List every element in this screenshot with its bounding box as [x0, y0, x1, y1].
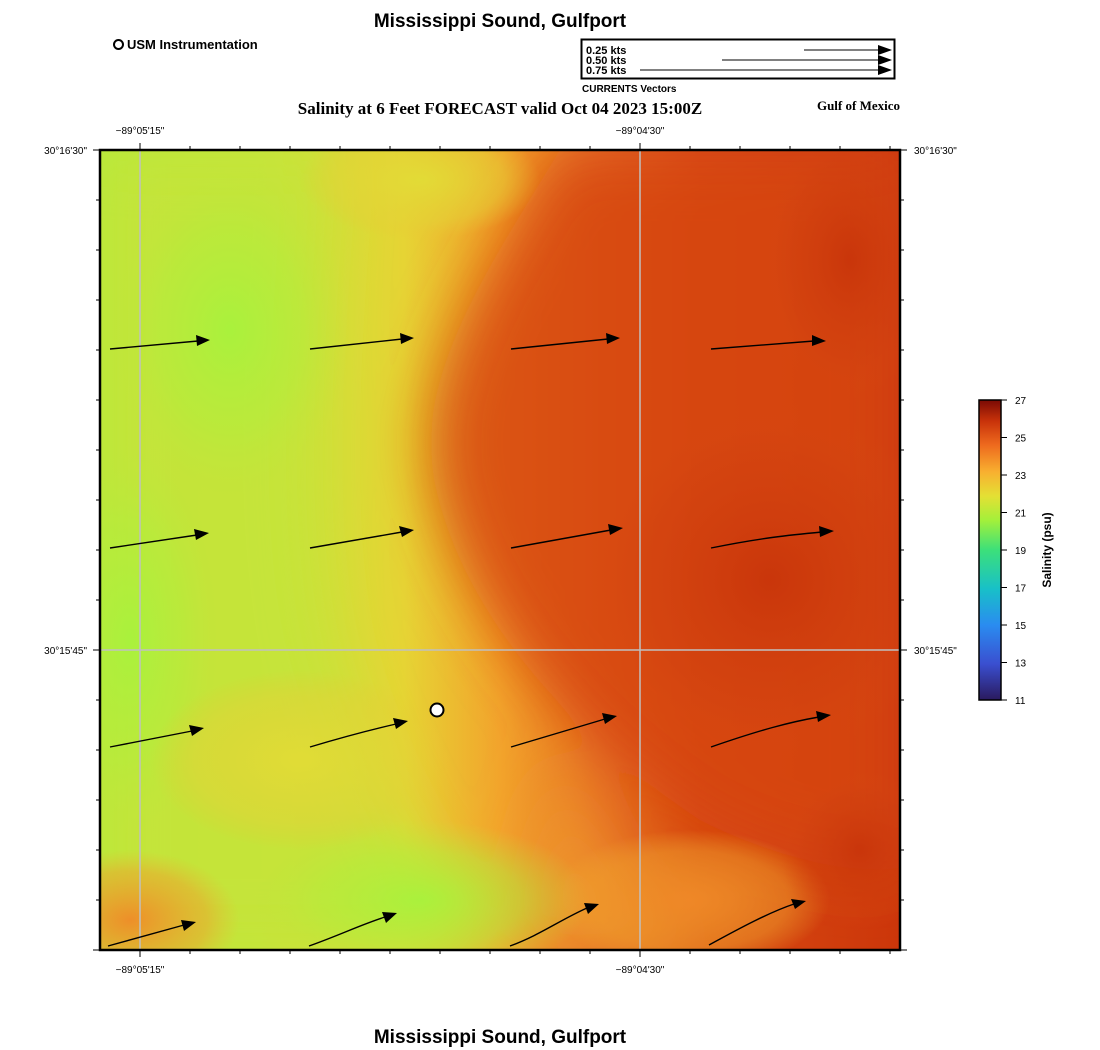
map-title: Mississippi Sound, Gulfport [373, 11, 627, 32]
current-vector-arrowhead [608, 524, 623, 535]
current-vector [509, 907, 588, 947]
colorbar-tick-label: 27 [1015, 396, 1027, 407]
current-vector [309, 338, 403, 350]
vector-legend-caption: CURRENTS Vectors [582, 84, 677, 95]
vector-legend-arrowhead-075 [878, 65, 892, 75]
current-vector [510, 529, 612, 549]
current-vector [710, 716, 820, 748]
current-vector-arrowhead [400, 333, 414, 344]
vector-legend-050: 0.50 kts [586, 55, 626, 67]
colorbar-tick-label: 15 [1015, 621, 1027, 632]
station-marker-icon [113, 39, 124, 50]
map-footer-title: Mississippi Sound, Gulfport [373, 1027, 627, 1048]
usm-station-marker[interactable] [429, 702, 445, 718]
lon-label-bottom-2: −89°04'30" [616, 965, 665, 976]
current-vector [109, 730, 193, 748]
current-vector [510, 338, 609, 350]
current-vector-arrowhead [194, 529, 209, 540]
colorbar-scale [978, 399, 1002, 701]
current-vectors [107, 338, 823, 947]
current-vector-arrowhead [819, 526, 834, 537]
lat-label-left-1: 30°16'30" [44, 146, 87, 157]
colorbar: 27 25 23 21 19 17 15 13 11 [978, 396, 1027, 707]
current-vector [107, 924, 185, 947]
current-vector [708, 903, 795, 946]
current-vector-arrowhead [189, 725, 204, 736]
current-vector-heads [181, 333, 834, 931]
current-vector [109, 534, 198, 549]
region-label: Gulf of Mexico [816, 98, 900, 113]
current-vector-arrowhead [181, 920, 196, 931]
current-vector [710, 531, 823, 549]
current-vector-arrowhead [196, 335, 210, 346]
colorbar-tick-label: 13 [1015, 659, 1027, 670]
colorbar-title: Salinity (psu) [1040, 512, 1054, 588]
station-legend: USM Instrumentation [113, 37, 258, 52]
colorbar-tick-label: 23 [1015, 471, 1027, 482]
vector-legend-075: 0.75 kts [586, 65, 626, 77]
vector-legend: 0.25 kts 0.50 kts 0.75 kts [580, 38, 896, 80]
lat-label-right-1: 30°16'30" [914, 146, 957, 157]
lon-label-bottom-1: −89°05'15" [116, 965, 165, 976]
current-vector-arrowhead [584, 903, 599, 914]
salinity-field [100, 150, 900, 950]
lat-label-right-2: 30°15'45" [914, 646, 957, 657]
current-vector [309, 531, 403, 549]
current-vector-arrowhead [399, 526, 414, 537]
current-vector [109, 340, 199, 350]
vector-legend-arrowhead-025 [878, 45, 892, 55]
colorbar-tick-label: 19 [1015, 546, 1027, 557]
current-vector-arrowhead [606, 333, 620, 344]
station-legend-label: USM Instrumentation [127, 37, 258, 52]
current-vector-arrowhead [791, 899, 806, 909]
map-subtitle: Salinity at 6 Feet FORECAST valid Oct 04… [297, 99, 703, 118]
lon-label-top-2: −89°04'30" [616, 126, 665, 137]
lon-label-top-1: −89°05'15" [116, 126, 165, 137]
current-vector-arrowhead [812, 335, 826, 346]
colorbar-tick-label: 25 [1015, 434, 1027, 445]
colorbar-tick-label: 21 [1015, 509, 1027, 520]
current-vector [710, 340, 815, 350]
current-vector-arrowhead [602, 713, 617, 724]
map-gridlines [100, 150, 900, 950]
vector-legend-025: 0.25 kts [586, 45, 626, 57]
colorbar-tick-label: 17 [1015, 584, 1027, 595]
current-vector-arrowhead [393, 718, 408, 729]
vector-legend-box [580, 38, 896, 80]
current-vector [308, 916, 386, 947]
vector-legend-arrowhead-050 [878, 55, 892, 65]
map-ticks [93, 143, 907, 957]
current-vector-arrowhead [382, 912, 397, 923]
current-vector [510, 718, 606, 748]
colorbar-tick-label: 11 [1015, 696, 1026, 707]
current-vector [309, 723, 397, 748]
lat-label-left-2: 30°15'45" [44, 646, 87, 657]
current-vector-arrowhead [816, 711, 831, 722]
